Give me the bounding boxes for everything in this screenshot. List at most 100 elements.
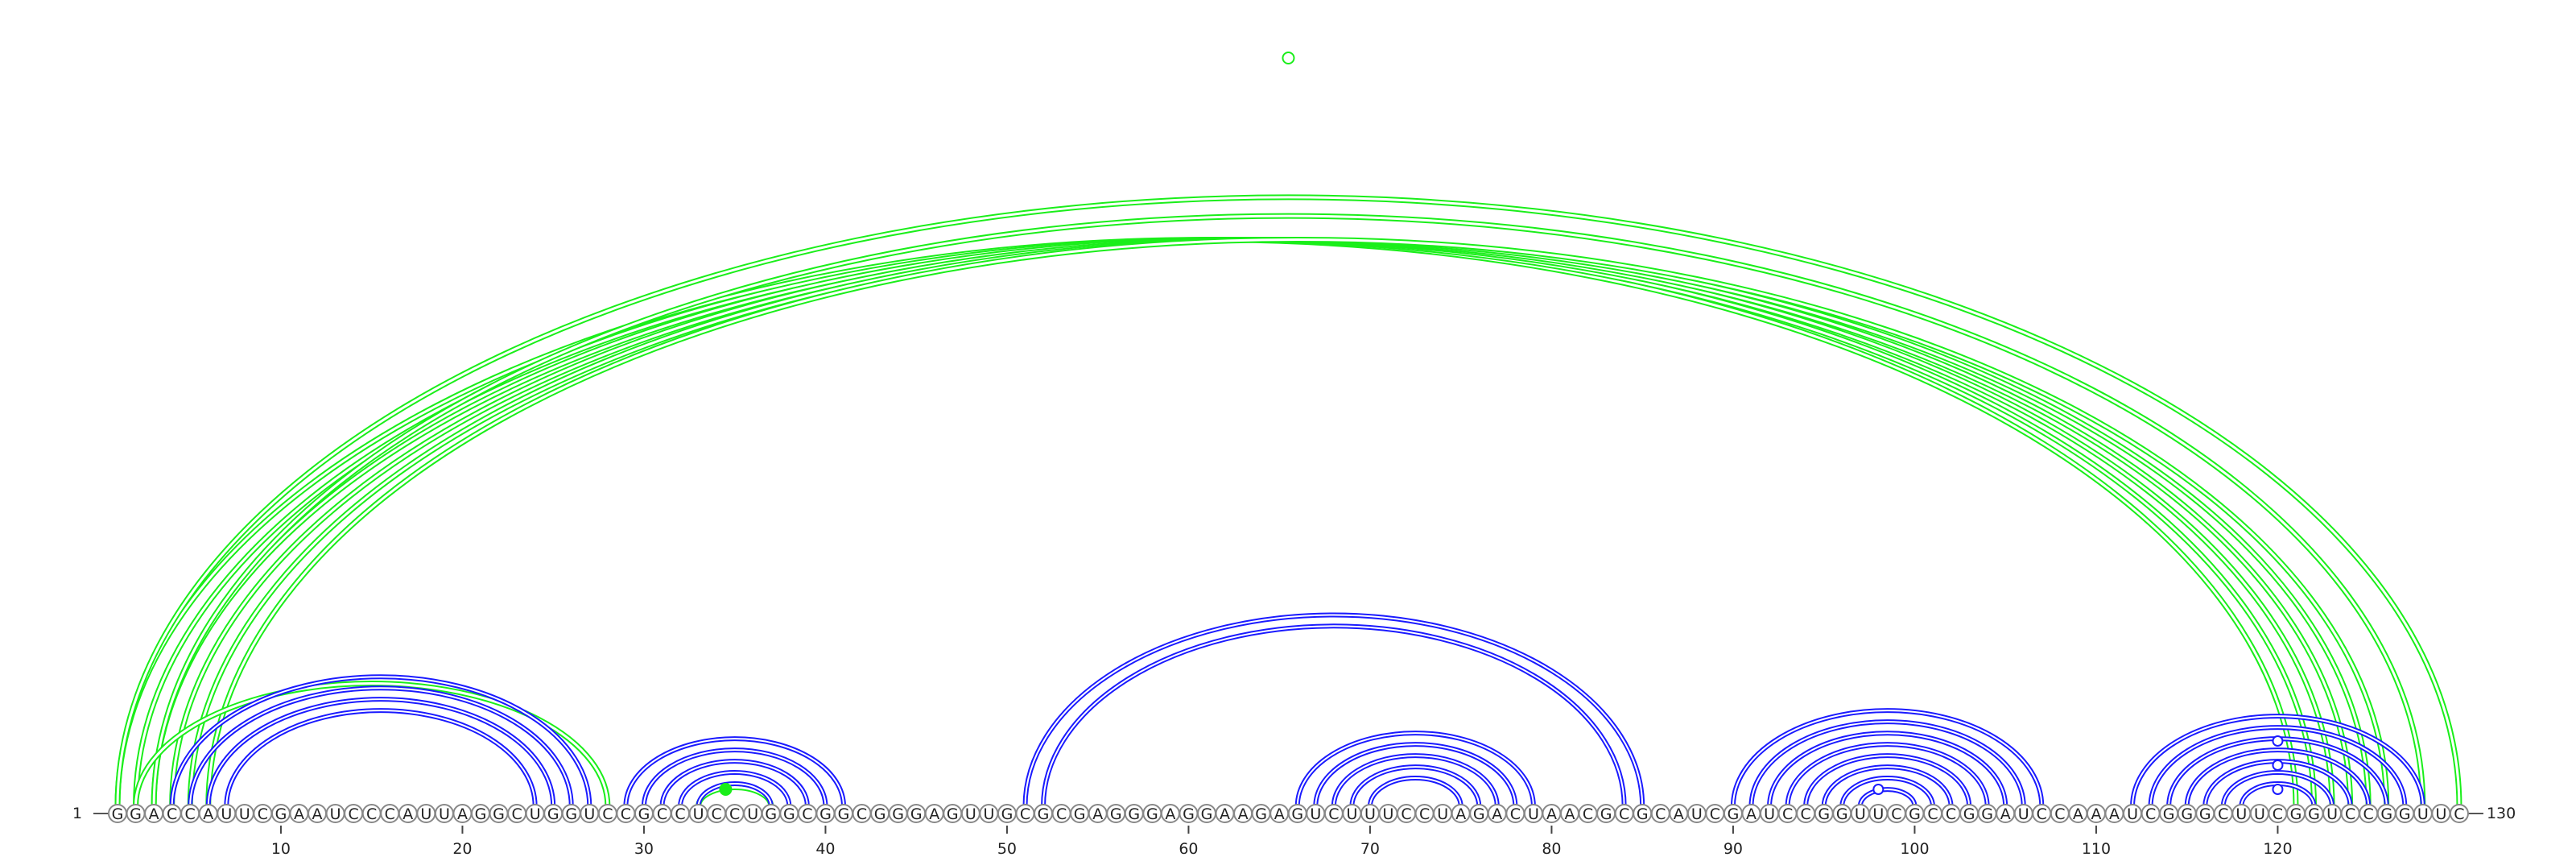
nucleotide-letter: G xyxy=(1473,805,1485,823)
tick-label: 80 xyxy=(1542,840,1561,857)
nucleotide: G xyxy=(126,804,146,823)
nucleotide-letter: G xyxy=(1183,805,1195,823)
nucleotide: G xyxy=(906,804,927,823)
nucleotide: C xyxy=(361,804,382,823)
nucleotide-letter: C xyxy=(2454,805,2464,823)
tick-label: 120 xyxy=(2263,840,2292,857)
nucleotide: A xyxy=(1542,804,1562,823)
nucleotide: A xyxy=(1269,804,1290,823)
nucleotide-letter: C xyxy=(511,805,522,823)
nucleotide: C xyxy=(1323,804,1344,823)
nucleotide-letter: C xyxy=(1583,805,1593,823)
nucleotide: A xyxy=(1996,804,2016,823)
green-pair-arc-core xyxy=(207,238,2388,807)
nucleotide-letter: C xyxy=(802,805,812,823)
position-ticks: 10 20 30 40 50 60 70 80 90 100 110 120 xyxy=(271,826,2293,857)
nucleotide: G xyxy=(270,804,291,823)
nucleotide-letter: G xyxy=(1637,805,1649,823)
nucleotide: C xyxy=(2213,804,2233,823)
nucleotide-letter: U xyxy=(2018,805,2029,823)
nucleotide-letter: A xyxy=(929,805,939,823)
nucleotide: A xyxy=(308,804,328,823)
nucleotide-letter: G xyxy=(1728,805,1740,823)
nucleotide-letter: G xyxy=(2199,805,2211,823)
nucleotide: G xyxy=(1142,804,1162,823)
nucleotide-letter: A xyxy=(1546,805,1557,823)
nucleotide-letter: U xyxy=(1528,805,1539,823)
nucleotide-letter: U xyxy=(2127,805,2138,823)
nucleotide-letter: G xyxy=(1128,805,1140,823)
nucleotide-letter: U xyxy=(439,805,450,823)
nucleotide-letter: C xyxy=(1419,805,1430,823)
nucleotide-letter: U xyxy=(420,805,431,823)
nucleotide-letter: A xyxy=(1165,805,1175,823)
nucleotide: G xyxy=(1124,804,1144,823)
nucleotide-letter: G xyxy=(547,805,559,823)
nucleotide-letter: A xyxy=(1274,805,1285,823)
nucleotide: C xyxy=(2032,804,2052,823)
nucleotide: A xyxy=(2104,804,2124,823)
nucleotide: U xyxy=(234,804,254,823)
nucleotide: G xyxy=(1596,804,1616,823)
green-pair-arc-core xyxy=(134,682,609,807)
nucleotide-letter: A xyxy=(149,805,159,823)
nucleotide: U xyxy=(1850,804,1870,823)
nucleotide-letter: U xyxy=(1691,805,1703,823)
nucleotide: U xyxy=(416,804,436,823)
nucleotide-letter: C xyxy=(1801,805,1811,823)
nucleotide-letter: C xyxy=(2218,805,2228,823)
nucleotide-letter: C xyxy=(2273,805,2283,823)
nucleotide: A xyxy=(924,804,944,823)
blue-pair-arc-core xyxy=(1368,777,1462,807)
nucleotide-letter: C xyxy=(1510,805,1521,823)
nucleotide: U xyxy=(1760,804,1780,823)
nucleotide: A xyxy=(198,804,218,823)
nucleotide: U xyxy=(2123,804,2143,823)
nucleotide: A xyxy=(2068,804,2088,823)
nucleotide-letter: G xyxy=(1818,805,1830,823)
nucleotide: G xyxy=(1633,804,1653,823)
nucleotide-letter: G xyxy=(1963,805,1975,823)
nucleotide: G xyxy=(2159,804,2179,823)
nucleotide: C xyxy=(1886,804,1906,823)
nucleotide: C xyxy=(671,804,691,823)
nucleotide: A xyxy=(1560,804,1579,823)
nucleotide-letter: G xyxy=(2181,805,2193,823)
nucleotide: C xyxy=(1796,804,1816,823)
nucleotide-letter: U xyxy=(2254,805,2265,823)
nucleotide-letter: G xyxy=(1909,805,1921,823)
nucleotide-letter: A xyxy=(1238,805,1249,823)
nucleotide-letter: U xyxy=(1872,805,1884,823)
nucleotide: G xyxy=(2376,804,2396,823)
blue-pair-arc-core xyxy=(1351,766,1480,807)
nucleotide-letter: U xyxy=(1310,805,1321,823)
nucleotide: A xyxy=(1160,804,1180,823)
nucleotide: G xyxy=(1287,804,1307,823)
blue-pair-arc xyxy=(1022,612,1645,807)
nucleotide-letter: G xyxy=(910,805,923,823)
nucleotide-letter: A xyxy=(2000,805,2011,823)
nucleotide: A xyxy=(289,804,309,823)
blue-pair-arc-core xyxy=(2132,715,2424,807)
nucleotide: G xyxy=(1723,804,1743,823)
nucleotide: U xyxy=(525,804,545,823)
nucleotide-letter: C xyxy=(712,805,722,823)
blue-pair-arc-core xyxy=(1315,743,1517,807)
nucleotide: A xyxy=(1451,804,1471,823)
nucleotide-letter: C xyxy=(2054,805,2065,823)
nucleotide-letter: C xyxy=(675,805,685,823)
green-pair-arc-core xyxy=(116,196,2461,807)
nucleotide-letter: G xyxy=(1001,805,1013,823)
nucleotide-letter: C xyxy=(185,805,196,823)
nucleotide-letter: C xyxy=(2037,805,2047,823)
blue-pair-arc-core xyxy=(225,710,536,807)
nucleotide-letter: A xyxy=(1565,805,1575,823)
nucleotide-letter: G xyxy=(1201,805,1213,823)
nucleotide: A xyxy=(1233,804,1253,823)
nucleotide-letter: A xyxy=(2109,805,2120,823)
nucleotide-letter: A xyxy=(1092,805,1103,823)
nucleotide: A xyxy=(1088,804,1108,823)
